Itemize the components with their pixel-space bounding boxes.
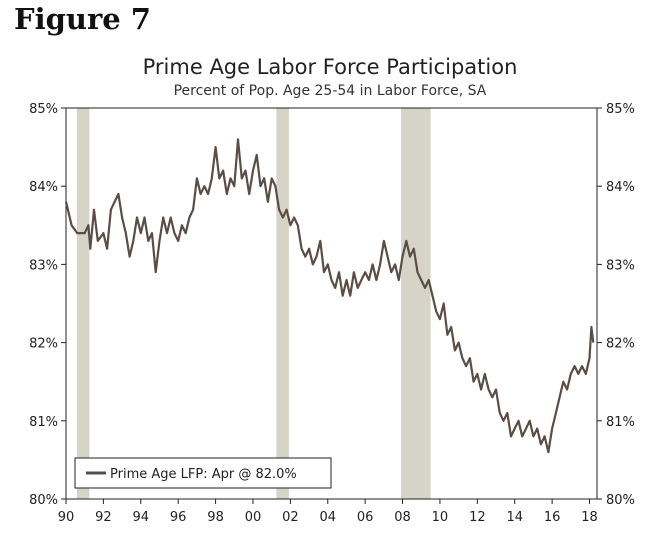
y-tick-label: 81% [29, 415, 58, 430]
x-tick-label: 14 [506, 510, 523, 525]
series-line [64, 138, 595, 454]
y-tick-label-right: 81% [606, 415, 635, 430]
x-tick-label: 98 [207, 510, 224, 525]
x-tick-label: 16 [544, 510, 561, 525]
x-tick-label: 08 [394, 510, 411, 525]
recession-band [401, 108, 431, 499]
x-tick-label: 04 [319, 510, 336, 525]
x-axis-ticks: 90 92 94 96 98 00 02 04 06 08 10 12 14 16 18 [58, 499, 598, 525]
legend: Prime Age LFP: Apr @ 82.0% [74, 457, 332, 489]
y-tick-label: 85% [29, 102, 58, 117]
y-tick-label-right: 84% [606, 180, 635, 195]
x-tick-label: 96 [170, 510, 187, 525]
left-axis-ticks: 80% 81% 82% 83% 84% 85% [29, 102, 66, 508]
x-tick-label: 00 [245, 510, 262, 525]
y-tick-label-right: 85% [606, 102, 635, 117]
x-tick-label: 10 [432, 510, 449, 525]
chart-title: Prime Age Labor Force Participation [142, 55, 518, 79]
x-tick-label: 12 [469, 510, 486, 525]
recession-band [276, 108, 289, 499]
right-axis-ticks: 80% 81% 82% 83% 84% 85% [597, 102, 635, 508]
x-tick-label: 92 [95, 510, 112, 525]
y-tick-label: 82% [29, 337, 58, 352]
recession-band [76, 108, 90, 499]
chart-subtitle: Percent of Pop. Age 25-54 in Labor Force… [173, 83, 487, 99]
y-tick-label-right: 80% [606, 493, 635, 508]
legend-label: Prime Age LFP: Apr @ 82.0% [110, 467, 297, 482]
figure-label: Figure 7 [14, 2, 151, 36]
x-tick-label: 94 [133, 510, 150, 525]
x-tick-label: 18 [581, 510, 598, 525]
x-tick-label: 06 [357, 510, 374, 525]
y-tick-label: 80% [29, 493, 58, 508]
y-tick-label-right: 82% [606, 337, 635, 352]
legend-box [74, 457, 332, 489]
x-tick-label: 90 [58, 510, 75, 525]
x-tick-label: 02 [282, 510, 299, 525]
plot-frame [65, 107, 598, 500]
y-tick-label: 84% [29, 180, 58, 195]
y-tick-label-right: 83% [606, 258, 635, 273]
y-tick-label: 83% [29, 258, 58, 273]
